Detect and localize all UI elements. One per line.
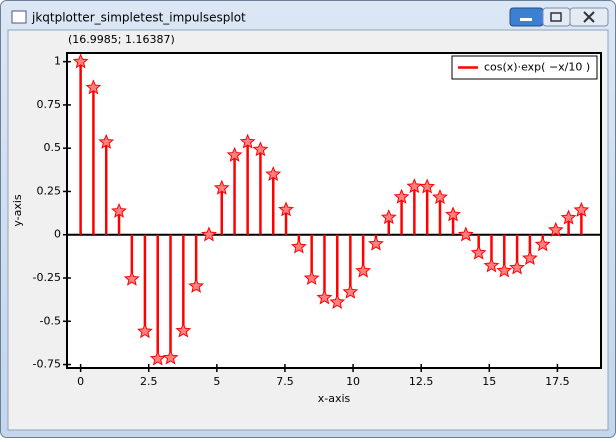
x-tick-label: 2.5 (140, 375, 158, 388)
x-axis-label: x-axis (318, 392, 351, 405)
star-marker (329, 293, 346, 309)
app-icon (11, 10, 27, 24)
star-marker (368, 235, 384, 251)
minimize-button[interactable] (509, 7, 544, 27)
star-marker (521, 249, 538, 265)
star-marker (201, 226, 217, 242)
star-marker (432, 189, 448, 205)
star-marker (496, 262, 513, 278)
star-marker (509, 259, 525, 275)
plot-border (66, 52, 602, 369)
star-marker (445, 206, 461, 222)
star-marker (137, 323, 153, 339)
y-tick-label: 1 (54, 55, 61, 68)
star-marker (380, 209, 397, 225)
cursor-readout: (16.9985; 1.16387) (68, 33, 175, 46)
star-marker (85, 79, 102, 95)
star-marker (188, 277, 205, 293)
star-marker (111, 202, 127, 218)
star-marker (573, 201, 590, 217)
star-marker (72, 53, 89, 69)
star-marker (547, 221, 564, 237)
x-tick-label: 15 (482, 375, 496, 388)
y-tick-label: 0 (54, 228, 61, 241)
y-tick-label: -0.25 (33, 271, 61, 284)
y-axis-label: y-axis (11, 194, 24, 227)
star-marker (483, 257, 500, 273)
star-marker (419, 178, 436, 194)
x-tick-label: 10 (346, 375, 360, 388)
legend-label: cos(x)·exp( −x/10 ) (484, 61, 590, 74)
star-marker (534, 236, 551, 252)
star-marker (393, 188, 410, 204)
star-marker (239, 133, 256, 149)
x-tick-label: 5 (213, 375, 220, 388)
star-marker (342, 283, 359, 299)
star-marker (149, 350, 166, 366)
star-marker (252, 141, 269, 157)
y-tick-label: 0.5 (44, 141, 62, 154)
x-tick-label: 12.5 (409, 375, 434, 388)
plot-area (67, 53, 601, 368)
close-button[interactable] (569, 7, 609, 27)
star-marker (355, 262, 372, 278)
x-tick-label: 17.5 (545, 375, 570, 388)
star-marker (98, 133, 115, 149)
star-marker (226, 146, 243, 162)
star-marker (560, 209, 577, 225)
x-tick-label: 7.5 (276, 375, 294, 388)
star-marker (316, 289, 333, 305)
star-marker (470, 244, 487, 260)
star-marker (457, 226, 474, 242)
y-tick-label: 0.75 (37, 98, 62, 111)
star-marker (175, 322, 192, 338)
star-marker (406, 178, 423, 194)
window-title: jkqtplotter_simpletest_impulsesplot (31, 11, 246, 25)
y-tick-label: 0.25 (37, 184, 62, 197)
star-marker (290, 238, 307, 254)
star-marker (278, 201, 294, 217)
x-tick-label: 0 (77, 375, 84, 388)
y-tick-label: -0.5 (40, 314, 61, 327)
star-marker (265, 166, 282, 182)
legend-box (451, 55, 598, 80)
star-marker (123, 270, 140, 286)
star-marker (213, 179, 230, 195)
star-marker (303, 270, 320, 286)
y-tick-label: -0.75 (33, 358, 61, 371)
maximize-button[interactable] (542, 7, 571, 27)
star-marker (162, 349, 179, 365)
